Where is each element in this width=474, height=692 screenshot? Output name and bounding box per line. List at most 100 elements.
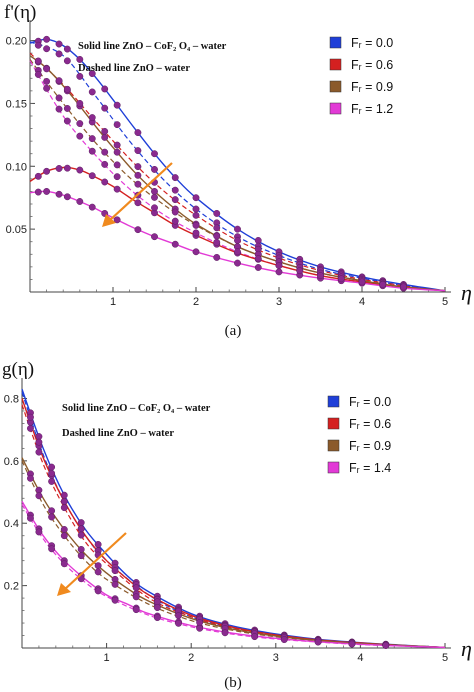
data-point-marker — [113, 185, 121, 193]
data-point-marker — [192, 248, 200, 256]
y-tick-label: 0.6 — [4, 456, 19, 468]
data-point-marker — [77, 552, 85, 560]
data-point-marker — [60, 560, 68, 568]
panel-b: 1 2 3 4 5 0.2 0.4 0.6 0.8 g(η) η Solid line ZnO – C… — [2, 359, 472, 664]
data-point-marker — [234, 259, 241, 267]
data-point-marker — [400, 283, 407, 291]
data-point-marker — [251, 633, 259, 641]
data-point-marker — [77, 531, 85, 539]
data-point-marker — [88, 88, 96, 96]
legend-swatch — [329, 36, 342, 49]
data-point-marker — [43, 167, 51, 175]
data-point-marker — [27, 514, 34, 522]
trend-arrow-head — [57, 583, 71, 596]
data-point-marker — [213, 253, 221, 261]
data-point-marker — [35, 448, 43, 456]
data-point-marker — [55, 190, 63, 198]
data-point-marker — [94, 568, 102, 576]
data-point-marker — [151, 150, 158, 158]
data-point-marker — [234, 237, 241, 244]
data-point-marker — [101, 104, 109, 112]
data-point-marker — [88, 70, 96, 78]
data-point-marker — [234, 225, 241, 233]
data-point-marker — [275, 268, 283, 276]
data-point-marker — [55, 50, 63, 58]
annotation-solid-line: Solid line ZnO – CoF₂ O₄ – water — [62, 403, 211, 414]
data-point-marker — [63, 45, 71, 53]
data-point-marker — [337, 275, 345, 283]
data-point-marker — [213, 232, 221, 240]
data-point-marker — [132, 584, 140, 592]
annotation-dashed-line: Dashed line ZnO – water — [78, 63, 190, 74]
data-point-marker — [76, 72, 84, 80]
data-point-marker — [192, 221, 200, 229]
data-point-marker — [34, 41, 42, 49]
data-point-marker — [134, 199, 142, 207]
x-tick-label: 4 — [357, 652, 363, 664]
data-point-marker — [60, 497, 68, 505]
data-point-marker — [151, 193, 158, 201]
data-point-marker — [35, 492, 43, 500]
data-point-marker — [88, 203, 96, 211]
legend-swatch — [329, 80, 342, 93]
data-point-marker — [171, 217, 179, 225]
data-point-marker — [48, 463, 56, 471]
data-point-marker — [35, 528, 43, 536]
data-point-marker — [175, 612, 182, 620]
data-point-marker — [27, 413, 34, 421]
data-point-marker — [221, 629, 229, 637]
data-point-marker — [113, 121, 121, 129]
data-point-marker — [153, 598, 161, 606]
data-point-marker — [314, 638, 322, 646]
data-point-marker — [379, 281, 387, 288]
data-point-marker — [132, 606, 140, 614]
data-point-marker — [234, 248, 241, 256]
data-point-marker — [55, 40, 63, 48]
data-point-marker — [60, 504, 68, 512]
data-point-marker — [192, 229, 200, 237]
data-point-marker — [275, 262, 283, 270]
legend-label: Fᵣ = 1.2 — [351, 102, 393, 116]
data-point-marker — [101, 148, 109, 156]
data-point-marker — [213, 224, 221, 232]
data-point-marker — [88, 135, 96, 143]
data-point-marker — [101, 133, 109, 141]
caption-a: (a) — [225, 323, 242, 339]
data-point-marker — [213, 238, 221, 246]
annotation-dashed-line: Dashed line ZnO – water — [62, 428, 174, 439]
x-tick-label: 5 — [442, 652, 448, 664]
x-tick-label: 1 — [110, 296, 116, 308]
data-point-marker — [94, 587, 102, 595]
data-point-marker — [77, 519, 85, 527]
data-point-marker — [94, 540, 102, 548]
data-point-marker — [48, 477, 56, 485]
trend-arrow-line — [64, 532, 127, 590]
data-point-marker — [43, 65, 51, 73]
data-point-marker — [175, 619, 182, 627]
data-point-marker — [151, 204, 158, 212]
legend-swatch — [329, 58, 342, 71]
data-point-marker — [60, 532, 68, 540]
x-tick-label: 1 — [104, 652, 110, 664]
data-point-marker — [27, 474, 34, 482]
data-point-marker — [113, 161, 121, 169]
data-point-marker — [43, 84, 51, 92]
data-point-marker — [111, 567, 119, 575]
data-point-marker — [63, 164, 71, 172]
data-point-marker — [111, 580, 119, 588]
data-point-marker — [153, 614, 161, 622]
legend-swatch — [327, 439, 340, 452]
data-point-marker — [196, 624, 204, 632]
data-point-marker — [76, 166, 84, 174]
data-point-marker — [151, 233, 158, 241]
legend-swatch — [329, 102, 342, 115]
data-point-marker — [192, 211, 200, 219]
data-point-marker — [134, 171, 142, 179]
data-point-marker — [254, 264, 262, 271]
data-point-marker — [76, 55, 84, 63]
data-point-marker — [113, 173, 121, 181]
data-point-marker — [382, 642, 390, 649]
legend-label: Fᵣ = 1.4 — [349, 461, 391, 475]
data-point-marker — [192, 205, 200, 213]
